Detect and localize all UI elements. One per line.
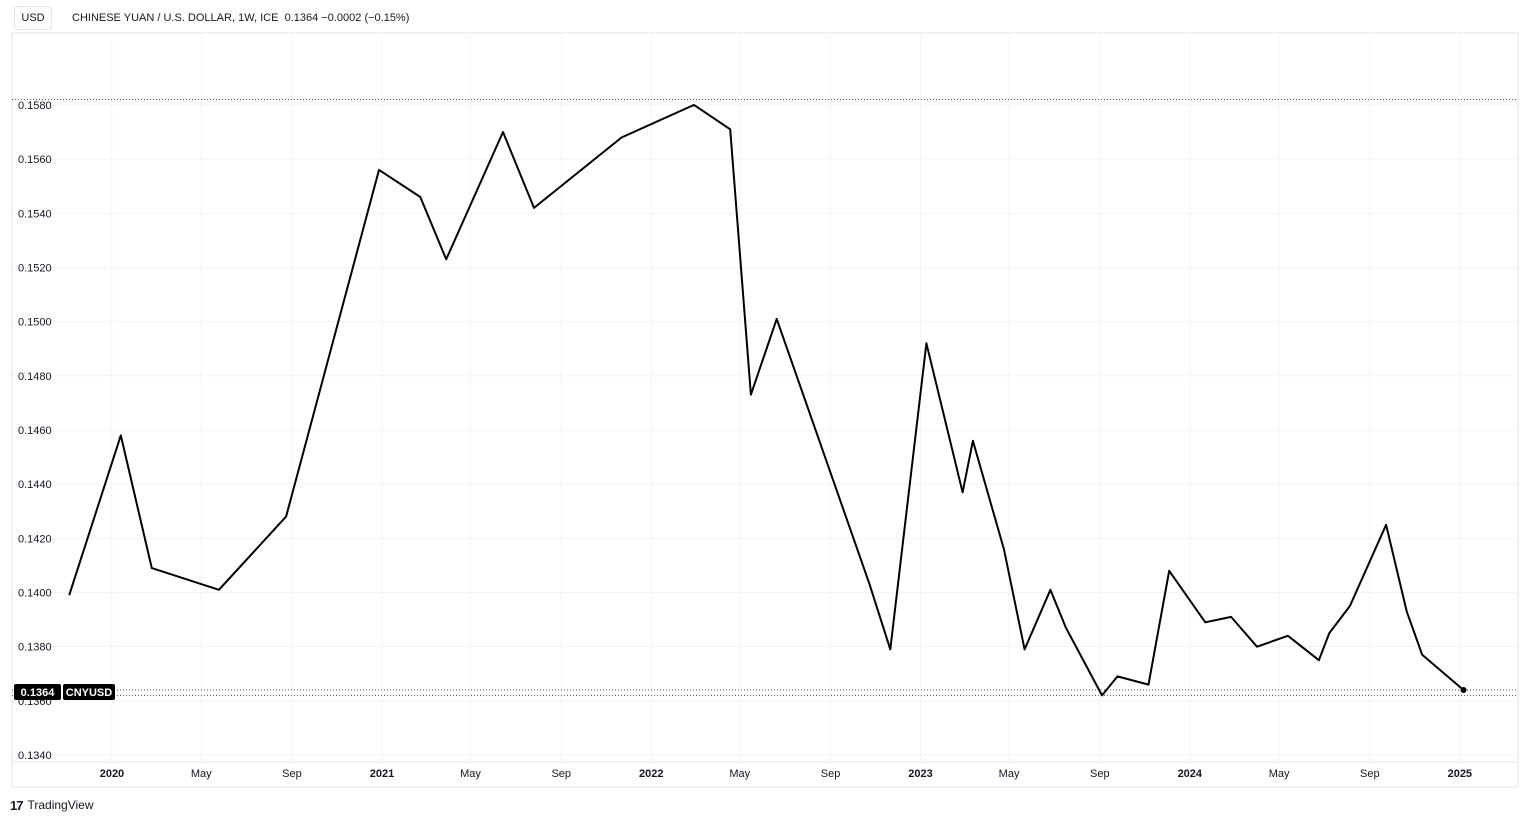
tradingview-logo-icon[interactable]: 17 xyxy=(10,797,24,813)
last-price-tag xyxy=(14,684,61,700)
x-tick-label: 2025 xyxy=(1448,768,1472,780)
reference-lines xyxy=(12,99,1518,696)
x-tick-label: May xyxy=(999,768,1020,780)
time-axis[interactable]: 2020 May Sep 2021 May Sep 2022 May Sep 2023 May Sep… xyxy=(100,768,1472,780)
symbol-name: CHINESE YUAN / U.S. DOLLAR xyxy=(72,12,232,24)
x-tick-label: 2023 xyxy=(908,768,932,780)
price-change-percent: (−0.15%) xyxy=(364,12,410,24)
y-tick-label: 0.1580 xyxy=(18,100,52,112)
x-tick-label: 2021 xyxy=(370,768,394,780)
separator: , xyxy=(253,12,261,24)
x-tick-label: Sep xyxy=(1360,768,1380,780)
last-point-marker xyxy=(1460,686,1467,693)
x-tick-label: May xyxy=(191,768,212,780)
interval: 1W xyxy=(238,12,254,24)
currency-button[interactable]: USD xyxy=(14,6,52,30)
y-tick-label: 0.1460 xyxy=(18,425,52,437)
y-tick-label: 0.1420 xyxy=(18,533,52,545)
x-tick-label: Sep xyxy=(551,768,571,780)
x-tick-label: Sep xyxy=(1090,768,1110,780)
y-tick-label: 0.1440 xyxy=(18,479,52,491)
gridlines xyxy=(12,35,1518,762)
x-tick-label: 2024 xyxy=(1178,768,1203,780)
brand-name: TradingView xyxy=(27,798,94,812)
x-tick-label: May xyxy=(1269,768,1290,780)
exchange: ICE xyxy=(260,12,279,24)
x-tick-label: May xyxy=(729,768,750,780)
last-price: 0.1364 xyxy=(284,12,319,24)
y-tick-label: 0.1540 xyxy=(18,208,52,220)
last-price-label: 0.1364 CNYUSD xyxy=(14,684,115,700)
price-axis[interactable]: 0.1580 0.1560 0.1540 0.1520 0.1500 0.1480 0.14… xyxy=(18,100,52,762)
price-change: −0.0002 xyxy=(321,12,362,24)
last-price-value: 0.1364 xyxy=(21,687,56,699)
symbol-title: CHINESE YUAN / U.S. DOLLAR, 1W, ICE 0.13… xyxy=(72,12,409,24)
y-tick-label: 0.1380 xyxy=(18,642,52,654)
y-tick-label: 0.1480 xyxy=(18,371,52,383)
chart-header: USD CHINESE YUAN / U.S. DOLLAR, 1W, ICE … xyxy=(14,6,409,30)
separator: , xyxy=(231,12,239,24)
series-layer xyxy=(68,103,1467,697)
x-tick-label: Sep xyxy=(282,768,302,780)
plot-border xyxy=(11,32,1519,788)
x-tick-label: 2022 xyxy=(639,768,663,780)
symbol-tag xyxy=(63,684,115,700)
x-tick-label: Sep xyxy=(821,768,841,780)
footer: 17 TradingView xyxy=(10,796,94,814)
y-tick-label: 0.1520 xyxy=(18,262,52,274)
series-line xyxy=(68,103,1465,697)
x-tick-label: 2020 xyxy=(100,768,124,780)
y-tick-label: 0.1500 xyxy=(18,317,52,329)
y-tick-label: 0.1400 xyxy=(18,587,52,599)
y-tick-label: 0.1340 xyxy=(18,750,52,762)
x-tick-label: May xyxy=(460,768,481,780)
y-tick-label: 0.1560 xyxy=(18,154,52,166)
symbol-tag-label: CNYUSD xyxy=(66,687,113,699)
